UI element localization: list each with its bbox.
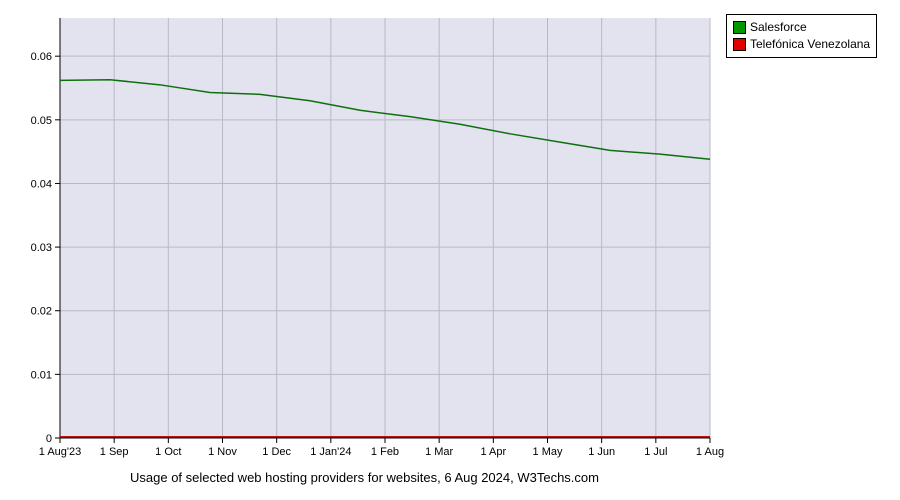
svg-text:0.01: 0.01: [31, 369, 52, 381]
svg-text:1 Aug: 1 Aug: [696, 446, 724, 458]
legend: SalesforceTelefónica Venezolana: [726, 14, 877, 58]
svg-text:0.03: 0.03: [31, 242, 52, 254]
legend-swatch: [733, 21, 746, 34]
svg-text:1 Feb: 1 Feb: [371, 446, 399, 458]
svg-text:1 Jan'24: 1 Jan'24: [310, 446, 351, 458]
svg-text:1 Oct: 1 Oct: [155, 446, 181, 458]
legend-item: Telefónica Venezolana: [733, 36, 870, 53]
svg-text:0.04: 0.04: [31, 178, 52, 190]
svg-text:1 Jun: 1 Jun: [588, 446, 615, 458]
svg-text:0.06: 0.06: [31, 51, 52, 63]
svg-text:0.05: 0.05: [31, 115, 52, 127]
svg-text:1 Jul: 1 Jul: [644, 446, 667, 458]
svg-text:1 Apr: 1 Apr: [480, 446, 506, 458]
chart-caption: Usage of selected web hosting providers …: [130, 470, 599, 485]
legend-label: Telefónica Venezolana: [750, 36, 870, 53]
svg-text:1 Sep: 1 Sep: [100, 446, 129, 458]
svg-text:1 May: 1 May: [533, 446, 563, 458]
line-chart: 0 0.01 0.02 0.03 0.04 0.05 0.06 1 Aug'23 1 Sep 1 …: [0, 0, 900, 500]
legend-swatch: [733, 38, 746, 51]
svg-text:1 Nov: 1 Nov: [208, 446, 237, 458]
svg-text:1 Dec: 1 Dec: [262, 446, 291, 458]
legend-label: Salesforce: [750, 19, 807, 36]
svg-text:0: 0: [46, 433, 52, 445]
svg-text:1 Mar: 1 Mar: [425, 446, 453, 458]
legend-item: Salesforce: [733, 19, 870, 36]
chart-container: 0 0.01 0.02 0.03 0.04 0.05 0.06 1 Aug'23 1 Sep 1 …: [0, 0, 900, 500]
svg-text:1 Aug'23: 1 Aug'23: [39, 446, 81, 458]
svg-text:0.02: 0.02: [31, 306, 52, 318]
